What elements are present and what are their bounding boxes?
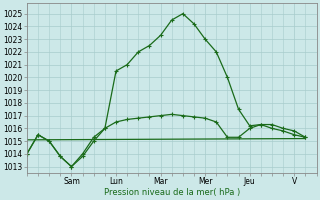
X-axis label: Pression niveau de la mer( hPa ): Pression niveau de la mer( hPa ) — [104, 188, 240, 197]
